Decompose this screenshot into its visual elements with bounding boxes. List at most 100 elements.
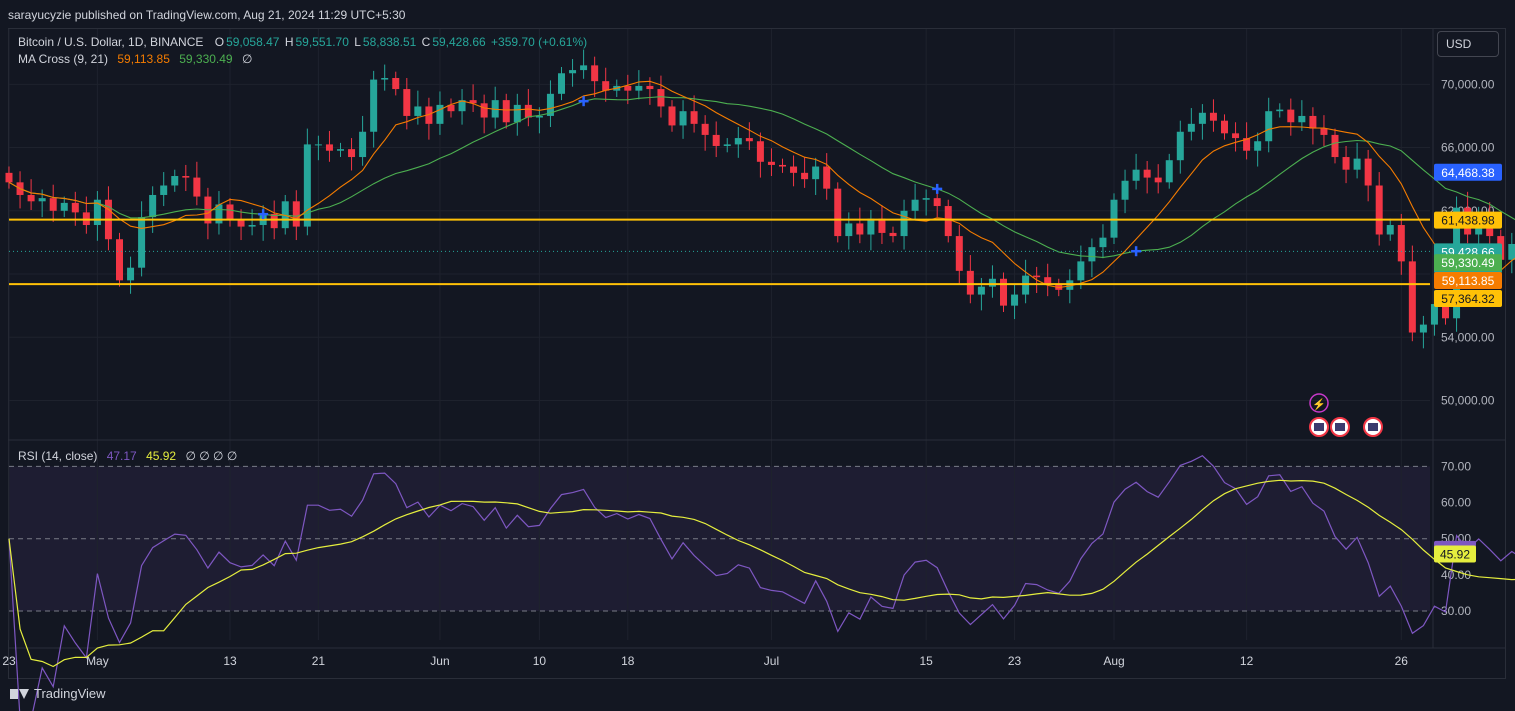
candle-body	[469, 100, 477, 104]
price-axis-label-bg	[1434, 211, 1502, 229]
rsi-ma-value: 45.92	[146, 449, 177, 463]
candle-body	[767, 161, 775, 165]
low-value: 58,838.51	[362, 35, 417, 49]
candle-body	[292, 201, 300, 227]
candle-body	[845, 223, 853, 237]
time-axis-tick: Jul	[764, 654, 779, 668]
candle-body	[889, 232, 897, 237]
candle-body	[867, 218, 875, 235]
symbol-name: Bitcoin / U.S. Dollar, 1D, BINANCE	[18, 35, 204, 49]
candle-body	[933, 198, 941, 207]
candle-body	[911, 199, 919, 211]
open-label: O	[214, 35, 225, 49]
candle-body	[1011, 294, 1019, 306]
candle-body	[1033, 275, 1041, 278]
candle-body	[447, 104, 455, 112]
price-axis-tick: 50,000.00	[1441, 393, 1495, 407]
candle-body	[237, 220, 245, 227]
lightning-icon-glyph: ⚡	[1312, 398, 1326, 411]
price-axis-label-bg	[1434, 254, 1502, 272]
low-label: L	[354, 35, 361, 49]
ma-legend: MA Cross (9, 21) 59,113.85 59,330.49 ∅	[18, 52, 254, 66]
candle-body	[513, 104, 521, 123]
candle-body	[1000, 278, 1007, 306]
rsi-ma-line	[8, 479, 1515, 668]
candle-body	[1331, 134, 1339, 158]
candle-body	[71, 202, 79, 213]
price-axis-tick: 54,000.00	[1441, 330, 1495, 344]
rsi-axis-tick: 30.00	[1441, 604, 1471, 618]
candle-body	[535, 115, 543, 118]
candle-body	[49, 198, 57, 211]
ma-slow-line	[8, 96, 1515, 258]
candle-body	[955, 236, 963, 271]
rsi-value: 47.17	[106, 449, 137, 463]
rsi-axis-label: 45.92	[1440, 547, 1470, 561]
currency-button[interactable]: USD	[1437, 31, 1499, 57]
candle-body	[1265, 111, 1273, 142]
high-label: H	[284, 35, 294, 49]
candle-body	[248, 225, 256, 227]
ma-label: MA Cross (9, 21)	[18, 52, 109, 66]
rsi-legend: RSI (14, close) 47.17 45.92 ∅ ∅ ∅ ∅	[18, 449, 239, 463]
candle-body	[480, 103, 488, 118]
time-axis-tick: 12	[1240, 654, 1254, 668]
candle-body	[878, 218, 886, 233]
price-axis-tick: 70,000.00	[1441, 77, 1495, 91]
candle-body	[458, 100, 466, 112]
candle-body	[1309, 115, 1317, 129]
candle-body	[414, 106, 422, 116]
candle-body	[1121, 180, 1129, 200]
price-axis-tick: 66,000.00	[1441, 141, 1495, 155]
candle-body	[381, 78, 389, 80]
candle-body	[127, 267, 135, 281]
us-flag-event-icon-canton	[1314, 423, 1324, 431]
candle-body	[1397, 225, 1405, 262]
candle-body	[1408, 261, 1416, 333]
candle-body	[1066, 280, 1074, 290]
candle-body	[546, 93, 554, 116]
time-axis-tick: May	[86, 654, 109, 668]
candle-body	[1342, 157, 1350, 170]
candle-body	[569, 70, 577, 74]
time-axis-tick: Jun	[430, 654, 449, 668]
candle-body	[1508, 243, 1515, 260]
candle-body	[1187, 123, 1195, 132]
us-flag-event-icon-canton	[1335, 423, 1345, 431]
us-flag-event-icon-canton	[1368, 423, 1378, 431]
price-axis-label: 59,330.49	[1441, 256, 1495, 270]
publish-info: sarayucyzie published on TradingView.com…	[8, 8, 406, 22]
footer-brand-label: TradingView	[34, 686, 106, 701]
candle-body	[337, 149, 344, 151]
candle-body	[425, 106, 433, 124]
rsi-extra-values: ∅ ∅ ∅ ∅	[185, 449, 238, 463]
candle-body	[27, 194, 35, 202]
candle-body	[756, 141, 764, 162]
ma-fast-line	[8, 80, 1515, 289]
candle-body	[359, 131, 367, 158]
candle-body	[558, 73, 565, 94]
candle-body	[679, 111, 687, 126]
time-axis-tick: 21	[312, 654, 326, 668]
time-axis-tick: 18	[621, 654, 635, 668]
candle-body	[1364, 158, 1372, 186]
candle-body	[635, 85, 643, 91]
candle-body	[1320, 128, 1328, 135]
candle-body	[1430, 304, 1438, 325]
lightning-icon	[1309, 393, 1329, 413]
candle-body	[712, 134, 720, 146]
time-axis-tick: 10	[533, 654, 547, 668]
candle-body	[1276, 109, 1284, 112]
candle-body	[801, 172, 809, 180]
candle-body	[138, 217, 146, 268]
candle-body	[856, 223, 864, 235]
candle-body	[745, 138, 753, 142]
price-axis-label: 64,468.38	[1441, 166, 1495, 180]
price-axis-label-bg	[1434, 290, 1502, 308]
candle-body	[1232, 133, 1240, 139]
rsi-axis-label-bg	[1434, 545, 1476, 563]
candle-body	[160, 185, 168, 195]
candle-body	[591, 65, 599, 82]
candle-body	[1198, 112, 1206, 124]
